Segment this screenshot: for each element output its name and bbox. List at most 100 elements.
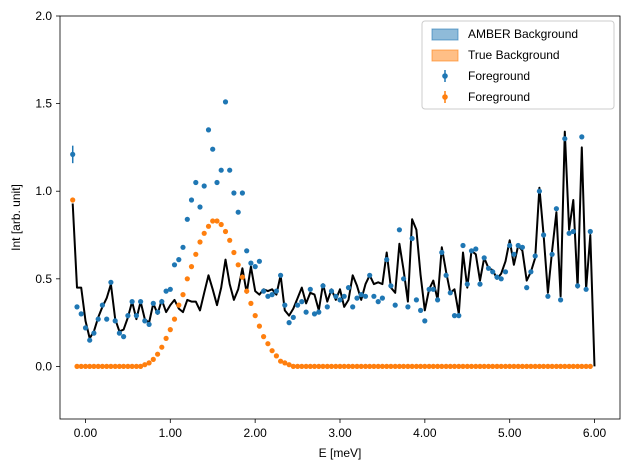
data-point	[502, 269, 509, 275]
data-point	[426, 286, 432, 292]
data-point	[566, 363, 572, 369]
data-point	[180, 292, 186, 298]
y-tick-label: 2.0	[35, 9, 52, 23]
data-point	[511, 251, 517, 257]
axes: 0.00 1.00 2.00 3.00 4.00 5.00 6.00 0.0 0.5 1.0 1.5…	[35, 9, 621, 440]
data-point	[583, 363, 589, 369]
data-point	[70, 197, 76, 203]
data-point	[371, 293, 377, 299]
data-point	[95, 363, 101, 369]
data-point	[193, 251, 199, 257]
data-point	[125, 363, 131, 369]
data-point	[180, 244, 186, 250]
data-point	[447, 363, 453, 369]
data-point	[524, 363, 530, 369]
data-point	[210, 146, 216, 152]
legend-swatch	[431, 49, 459, 62]
data-point	[426, 363, 432, 369]
data-point	[214, 218, 220, 224]
data-point	[222, 228, 229, 235]
data-point	[125, 313, 131, 319]
data-point	[536, 188, 543, 194]
data-point	[159, 344, 165, 350]
data-point	[282, 360, 288, 366]
data-point	[354, 363, 360, 369]
data-point	[575, 363, 581, 369]
data-point	[418, 363, 424, 369]
data-point	[155, 351, 161, 357]
data-point	[316, 309, 322, 315]
data-point	[231, 190, 237, 196]
legend-entry: Foreground	[442, 90, 530, 104]
data-point	[273, 353, 279, 359]
data-point	[379, 363, 385, 369]
data-point	[316, 363, 322, 369]
data-point	[532, 363, 538, 369]
x-tick-label: 4.00	[413, 426, 437, 440]
legend-box	[421, 20, 615, 110]
data-point	[112, 318, 118, 324]
data-point	[167, 286, 173, 292]
data-point	[477, 363, 483, 369]
data-point	[422, 363, 428, 369]
data-point	[227, 237, 233, 243]
data-point	[222, 99, 229, 105]
data-point	[256, 323, 262, 329]
data-point	[418, 307, 424, 313]
data-point	[239, 190, 245, 196]
y-tick-label: 0.5	[35, 272, 52, 286]
data-point	[248, 260, 254, 266]
data-point	[473, 246, 479, 252]
data-point	[435, 363, 441, 369]
data-point	[138, 299, 144, 305]
data-point	[562, 363, 568, 369]
data-point	[430, 286, 436, 292]
data-point	[231, 249, 237, 256]
data-point	[371, 363, 377, 369]
data-point	[558, 363, 564, 369]
data-point	[481, 363, 487, 369]
data-point	[384, 257, 390, 263]
data-point	[345, 363, 352, 369]
data-point	[422, 318, 428, 324]
data-point	[405, 304, 411, 310]
data-point	[545, 363, 551, 369]
data-point	[439, 249, 445, 256]
data-point	[218, 167, 224, 173]
data-point	[150, 300, 156, 306]
data-point	[248, 300, 254, 306]
data-point	[184, 216, 190, 222]
data-point	[553, 206, 560, 212]
data-point	[456, 313, 462, 319]
legend-marker	[442, 94, 448, 100]
data-point	[303, 309, 309, 315]
data-point	[78, 311, 84, 317]
data-point	[176, 302, 182, 308]
data-point	[464, 281, 470, 287]
data-point	[201, 183, 207, 189]
legend-entry: Foreground	[442, 69, 530, 83]
data-point	[549, 363, 555, 369]
data-point	[494, 363, 500, 369]
data-point	[320, 363, 326, 369]
data-point	[142, 362, 148, 368]
data-point	[566, 230, 572, 236]
plot-marks	[70, 99, 596, 369]
data-point	[133, 363, 139, 369]
data-point	[87, 363, 93, 369]
data-point	[307, 363, 313, 369]
data-point	[269, 348, 275, 354]
data-point	[401, 276, 407, 282]
x-tick-label: 2.00	[243, 426, 267, 440]
data-point	[91, 363, 97, 369]
data-point	[278, 272, 284, 278]
data-point	[413, 297, 419, 303]
data-point	[99, 302, 105, 308]
data-point	[82, 363, 89, 369]
data-point	[468, 248, 475, 254]
data-point	[261, 288, 267, 294]
data-point	[299, 299, 305, 305]
data-point	[311, 311, 318, 317]
data-point	[507, 242, 513, 249]
